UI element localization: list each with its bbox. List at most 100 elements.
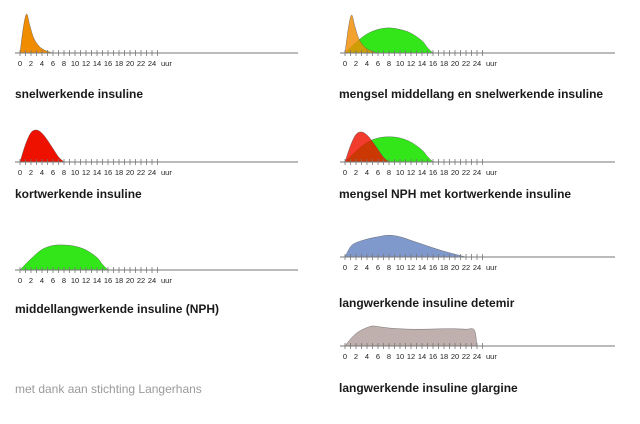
chart-2: 0 2 4 6 8 10 12 14 16 18 20 22 24 uur [15,129,298,177]
area-kortwerkende-insuline [19,129,65,163]
chart-0: 0 2 4 6 8 10 12 14 16 18 20 22 24 uur [15,13,298,68]
x-tick-label: 18 [440,352,448,361]
x-tick-label: 24 [148,168,156,177]
x-tick-label: 14 [418,352,426,361]
x-tick-label: 14 [418,59,426,68]
x-tick-label: 16 [429,59,437,68]
area-middellangwerkend [344,27,434,54]
x-tick-label: 2 [29,276,33,285]
chart-4: 0 2 4 6 8 10 12 14 16 18 20 22 24 uur [15,244,298,285]
x-tick-label: 8 [387,263,391,272]
x-tick-label: 18 [115,168,123,177]
x-tick-label: 0 [343,352,347,361]
x-tick-label: 22 [137,168,145,177]
title-detemir: langwerkende insuline detemir [339,296,515,310]
credit-text: met dank aan stichting Langerhans [15,382,202,396]
x-tick-label: 20 [451,168,459,177]
x-tick-label: 0 [18,168,22,177]
title-kortwerkend: kortwerkende insuline [15,187,142,201]
x-tick-label: 10 [396,263,404,272]
area-langwerkende-insuline-detemir [344,234,467,258]
chart-6: 0 2 4 6 8 10 12 14 16 18 20 22 24 uur [340,325,615,361]
chart-3: 0 2 4 6 8 10 12 14 16 18 20 22 24 uur [340,131,615,177]
x-tick-label: 24 [473,263,481,272]
x-tick-label: 24 [473,168,481,177]
x-tick-label: 16 [429,352,437,361]
x-tick-label: 18 [440,59,448,68]
area-snelwerkend [344,14,379,54]
x-tick-label: 10 [396,59,404,68]
x-tick-label: 8 [387,168,391,177]
x-tick-label: 22 [462,352,470,361]
x-tick-label: 2 [29,168,33,177]
x-tick-label: 14 [93,276,101,285]
x-tick-label: 8 [387,352,391,361]
x-axis-unit-label: uur [161,59,172,68]
x-tick-label: 24 [148,59,156,68]
x-tick-label: 4 [365,263,369,272]
x-tick-label: 12 [407,59,415,68]
x-tick-label: 22 [462,168,470,177]
x-tick-label: 6 [51,168,55,177]
x-tick-label: 16 [104,276,112,285]
title-glargine: langwerkende insuline glargine [339,381,518,395]
x-axis-unit-label: uur [161,168,172,177]
x-tick-label: 24 [473,352,481,361]
x-tick-label: 12 [82,276,90,285]
x-tick-label: 14 [93,59,101,68]
x-axis-unit-label: uur [486,263,497,272]
x-tick-label: 18 [115,59,123,68]
x-tick-label: 2 [354,352,358,361]
x-tick-label: 8 [62,59,66,68]
x-tick-label: 0 [343,263,347,272]
x-tick-label: 0 [18,59,22,68]
x-tick-label: 16 [104,168,112,177]
x-tick-label: 16 [429,168,437,177]
x-tick-label: 10 [71,59,79,68]
x-tick-label: 18 [115,276,123,285]
x-tick-label: 6 [376,168,380,177]
x-tick-label: 4 [40,59,44,68]
x-tick-label: 22 [462,59,470,68]
area-kortwerkend [344,131,390,163]
title-snelwerkend: snelwerkende insuline [15,87,144,101]
x-tick-label: 24 [148,276,156,285]
x-tick-label: 4 [365,59,369,68]
x-tick-label: 14 [93,168,101,177]
x-tick-label: 2 [354,59,358,68]
title-mengsel-middellang: mengsel middellang en snelwerkende insul… [339,87,604,101]
x-tick-label: 18 [440,263,448,272]
x-tick-label: 14 [418,263,426,272]
area-middellangwerkende-insuline-nph- [19,244,109,271]
x-axis-unit-label: uur [486,168,497,177]
x-tick-label: 12 [407,263,415,272]
x-tick-label: 12 [82,168,90,177]
x-tick-label: 10 [396,352,404,361]
x-tick-label: 8 [62,168,66,177]
x-tick-label: 0 [343,59,347,68]
x-tick-label: 10 [71,276,79,285]
x-tick-label: 10 [396,168,404,177]
x-tick-label: 20 [126,168,134,177]
x-tick-label: 22 [137,276,145,285]
x-tick-label: 12 [82,59,90,68]
x-tick-label: 6 [376,263,380,272]
x-tick-label: 14 [418,168,426,177]
x-tick-label: 16 [104,59,112,68]
x-tick-label: 20 [451,59,459,68]
x-tick-label: 6 [376,352,380,361]
x-tick-label: 4 [365,168,369,177]
x-tick-label: 6 [51,59,55,68]
chart-1: 0 2 4 6 8 10 12 14 16 18 20 22 24 uur [340,14,615,68]
x-tick-label: 2 [29,59,33,68]
x-tick-label: 22 [137,59,145,68]
x-tick-label: 24 [473,59,481,68]
x-tick-label: 10 [71,168,79,177]
x-tick-label: 2 [354,168,358,177]
area-langwerkende-insuline-glargine [344,325,478,347]
x-tick-label: 4 [365,352,369,361]
x-tick-label: 8 [387,59,391,68]
title-nph: middellangwerkende insuline (NPH) [15,302,220,316]
